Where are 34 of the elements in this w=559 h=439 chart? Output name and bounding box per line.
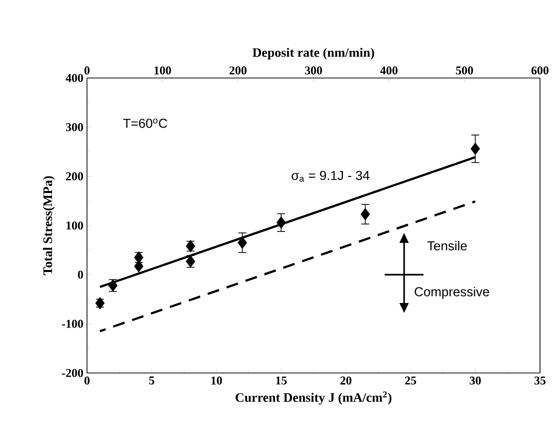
y-tick-label: -200 <box>62 368 84 378</box>
x-axis-title: Current Density J (mA/cm$^{2}$) <box>236 391 392 405</box>
x2-tick-label: 600 <box>531 66 549 74</box>
x-tick-label: 0 <box>84 376 90 385</box>
x2-tick-label: 500 <box>456 66 474 74</box>
x2-axis-title: Deposit rate (nm/min) <box>252 48 374 60</box>
x2-tick-label: 100 <box>154 66 172 74</box>
point <box>276 216 286 229</box>
point <box>238 236 247 249</box>
x2-tick-label: 400 <box>380 66 398 74</box>
point <box>360 208 370 220</box>
x-tick-label: 20 <box>340 376 352 385</box>
point <box>470 142 480 155</box>
x2-tick-label: 200 <box>230 66 247 74</box>
annotation: Compressive <box>414 286 490 299</box>
x-tick-label: 10 <box>211 376 222 385</box>
x-tick-label: 15 <box>276 376 287 385</box>
y-tick-label: -100 <box>62 320 84 328</box>
y-tick-label: 200 <box>66 172 84 180</box>
y-tick-label: 100 <box>66 221 84 230</box>
y-tick-label: 0 <box>78 270 84 279</box>
y-tick-label: 300 <box>66 123 84 132</box>
x2-tick-label: 300 <box>304 66 322 74</box>
annotation: Tensile <box>427 240 467 250</box>
x-tick-label: 5 <box>149 376 154 384</box>
x-tick-label: 35 <box>534 376 546 385</box>
x-tick-label: 25 <box>405 376 416 385</box>
y-axis-title: Total Stress(MPa) <box>42 176 55 276</box>
y-tick-label: 400 <box>66 74 84 82</box>
x-tick-label: 30 <box>470 376 481 385</box>
annotation: T=60$^{o}$C <box>123 118 168 128</box>
annotation: σ$_{a}$ = 9.1J - 34 <box>292 170 370 182</box>
point <box>134 260 144 272</box>
x2-tick-label: 0 <box>84 66 90 74</box>
